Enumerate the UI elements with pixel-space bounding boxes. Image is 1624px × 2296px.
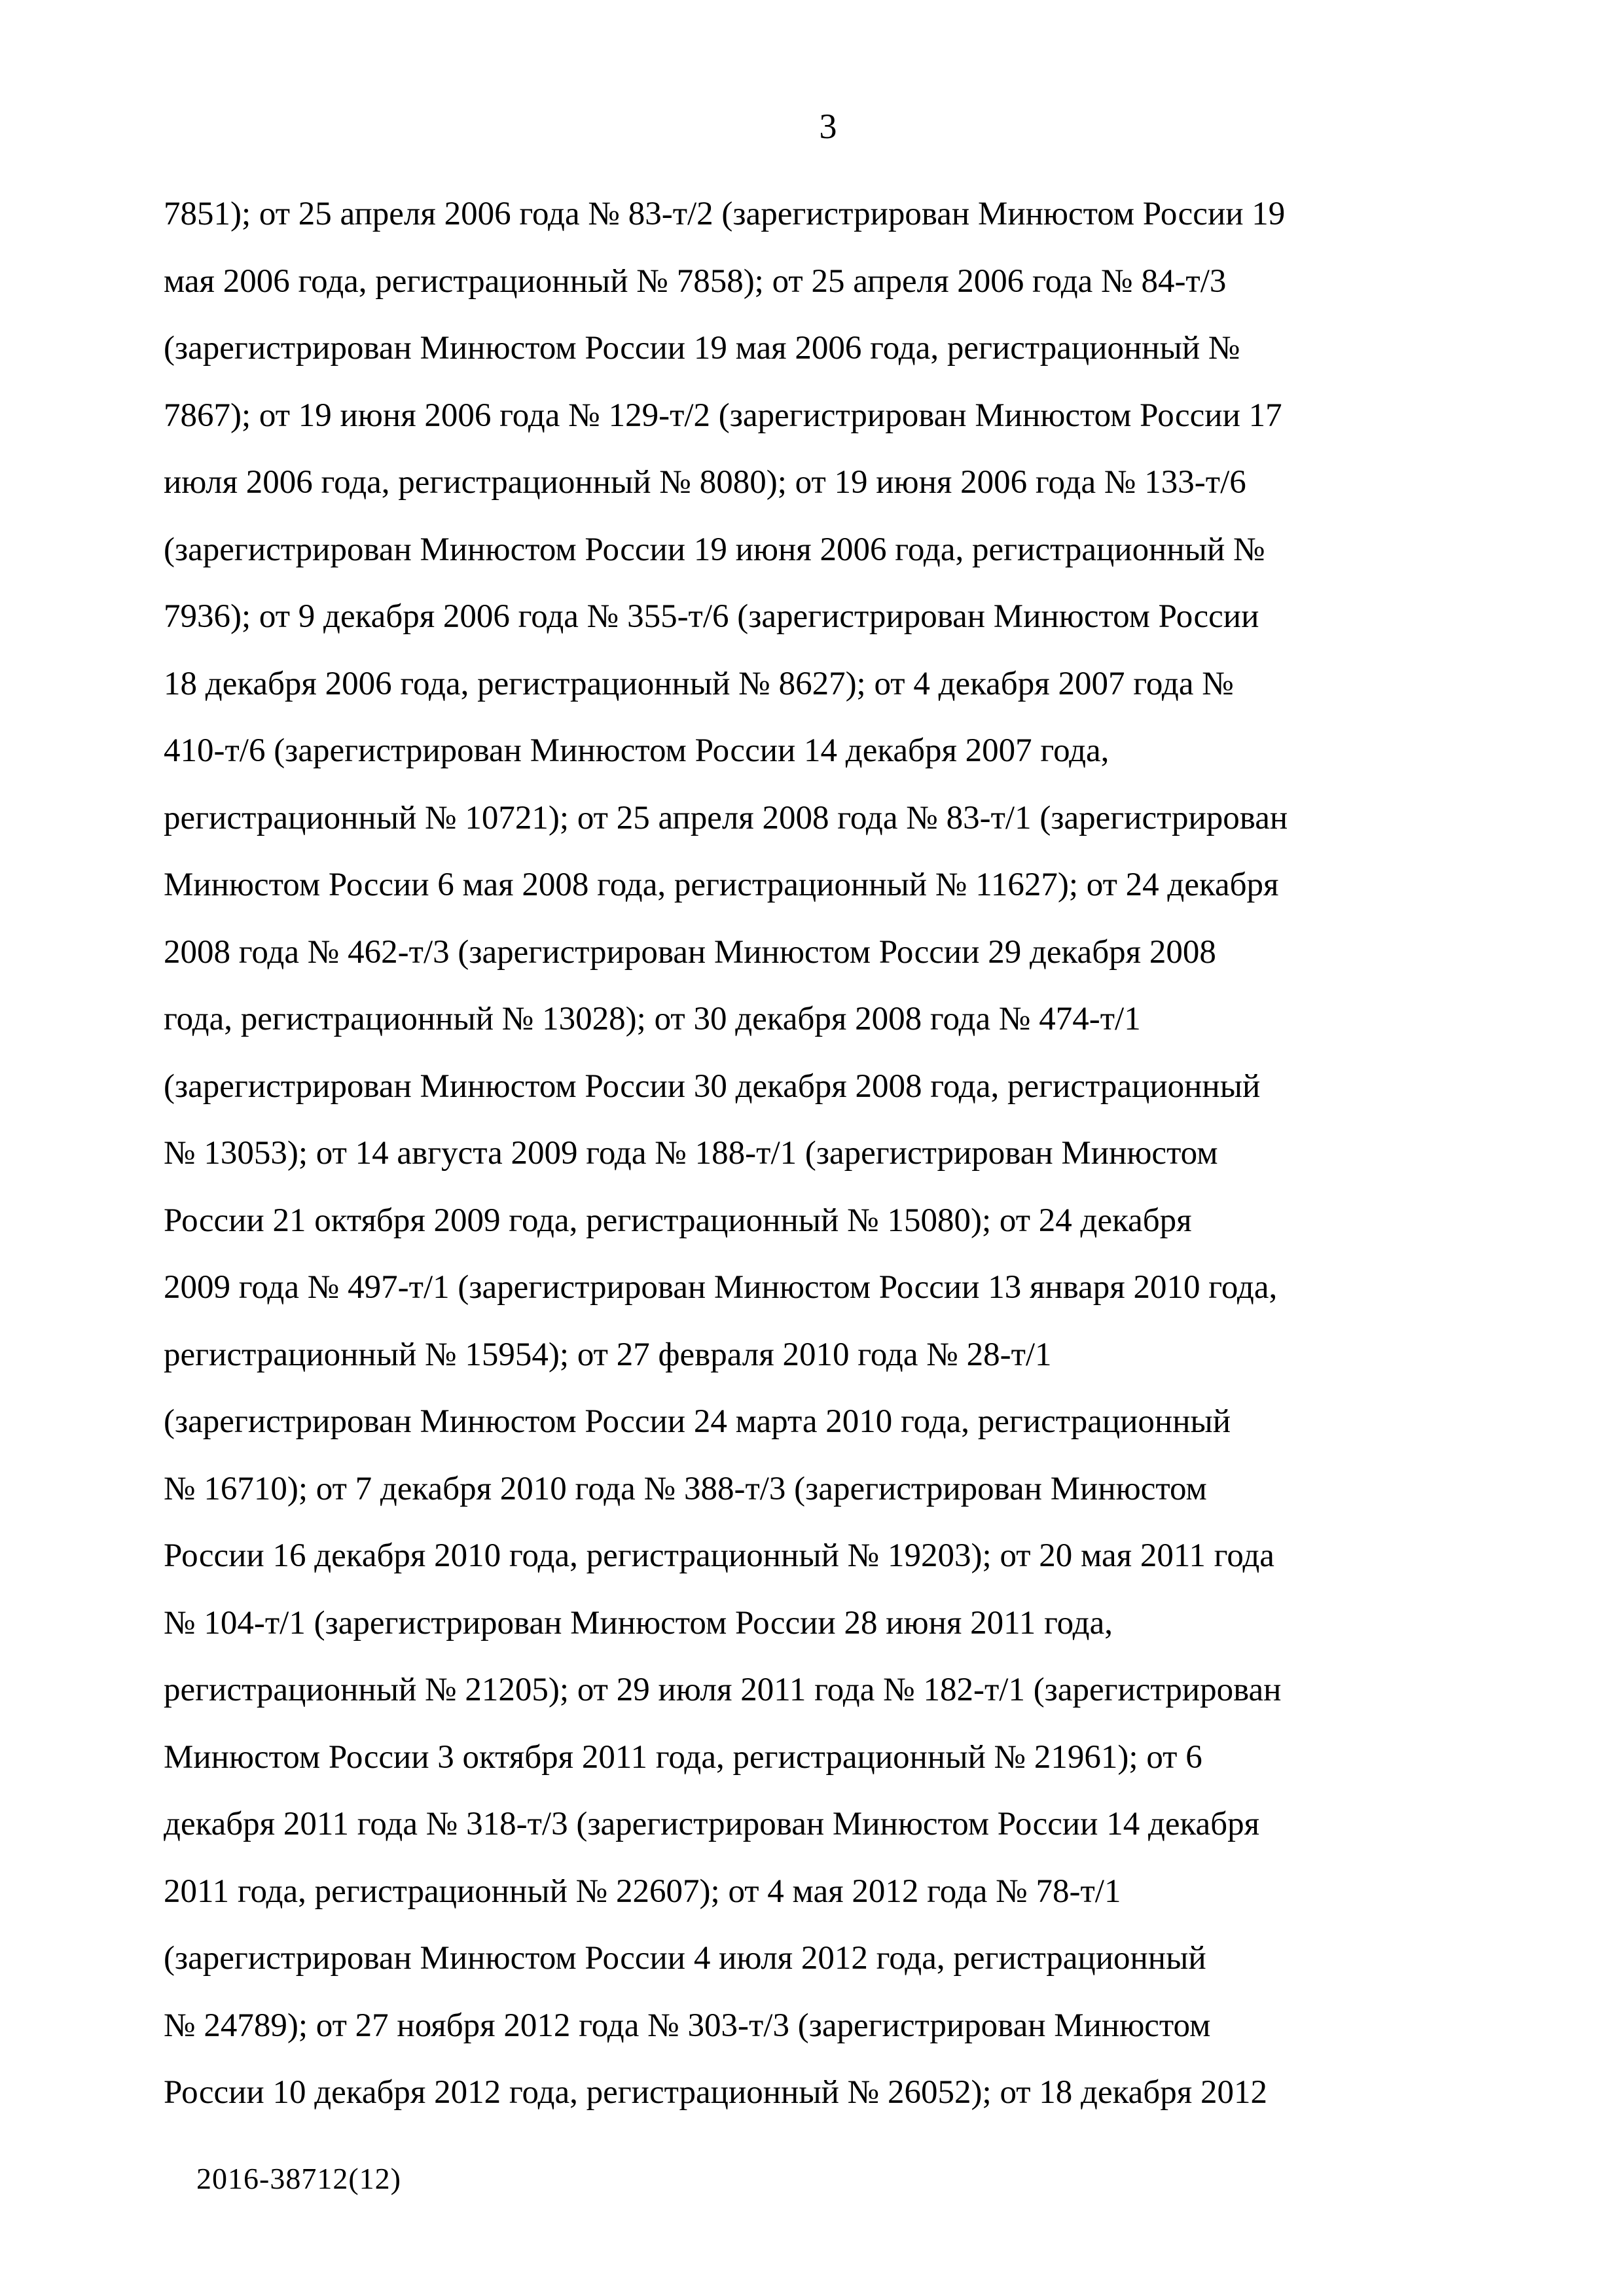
text-line: года, регистрационный № 13028); от 30 де… bbox=[164, 1001, 1141, 1037]
text-line: Минюстом России 6 мая 2008 года, регистр… bbox=[164, 867, 1279, 903]
text-line: 2011 года, регистрационный № 22607); от … bbox=[164, 1873, 1121, 1910]
text-line: 7936); от 9 декабря 2006 года № 355-т/6 … bbox=[164, 598, 1259, 635]
text-line: декабря 2011 года № 318-т/3 (зарегистрир… bbox=[164, 1806, 1260, 1842]
text-line: (зарегистрирован Минюстом России 4 июля … bbox=[164, 1940, 1206, 1977]
text-line: № 104-т/1 (зарегистрирован Минюстом Росс… bbox=[164, 1604, 1113, 1641]
text-line: № 24789); от 27 ноября 2012 года № 303-т… bbox=[164, 2007, 1211, 2044]
text-line: (зарегистрирован Минюстом России 24 март… bbox=[164, 1403, 1231, 1440]
text-line: 7851); от 25 апреля 2006 года № 83-т/2 (… bbox=[164, 196, 1286, 232]
text-line: России 16 декабря 2010 года, регистрацио… bbox=[164, 1537, 1274, 1574]
text-line: июля 2006 года, регистрационный № 8080);… bbox=[164, 464, 1246, 501]
text-line: регистрационный № 10721); от 25 апреля 2… bbox=[164, 799, 1288, 836]
text-line: 2009 года № 497-т/1 (зарегистрирован Мин… bbox=[164, 1269, 1278, 1306]
text-line: (зарегистрирован Минюстом России 30 дека… bbox=[164, 1067, 1261, 1105]
document-text-block: 7851); от 25 апреля 2006 года № 83-т/2 (… bbox=[164, 181, 1492, 2126]
text-line: России 21 октября 2009 года, регистрацио… bbox=[164, 1202, 1192, 1239]
text-line: России 10 декабря 2012 года, регистрацио… bbox=[164, 2074, 1267, 2111]
text-line: регистрационный № 15954); от 27 февраля … bbox=[164, 1336, 1052, 1373]
page-number: 3 bbox=[819, 107, 837, 146]
text-line: 2008 года № 462-т/3 (зарегистрирован Мин… bbox=[164, 933, 1216, 971]
text-line: 410-т/6 (зарегистрирован Минюстом России… bbox=[164, 732, 1110, 769]
text-line: регистрационный № 21205); от 29 июля 201… bbox=[164, 1672, 1282, 1708]
text-line: 18 декабря 2006 года, регистрационный № … bbox=[164, 665, 1234, 702]
text-line: 7867); от 19 июня 2006 года № 129-т/2 (з… bbox=[164, 397, 1282, 434]
text-line: мая 2006 года, регистрационный № 7858); … bbox=[164, 262, 1227, 300]
text-line: № 13053); от 14 августа 2009 года № 188-… bbox=[164, 1135, 1218, 1172]
document-code: 2016-38712(12) bbox=[196, 2162, 401, 2195]
text-line: (зарегистрирован Минюстом России 19 июня… bbox=[164, 531, 1265, 568]
text-line: (зарегистрирован Минюстом России 19 мая … bbox=[164, 330, 1240, 367]
text-line: Минюстом России 3 октября 2011 года, рег… bbox=[164, 1738, 1202, 1776]
text-line: № 16710); от 7 декабря 2010 года № 388-т… bbox=[164, 1470, 1207, 1507]
